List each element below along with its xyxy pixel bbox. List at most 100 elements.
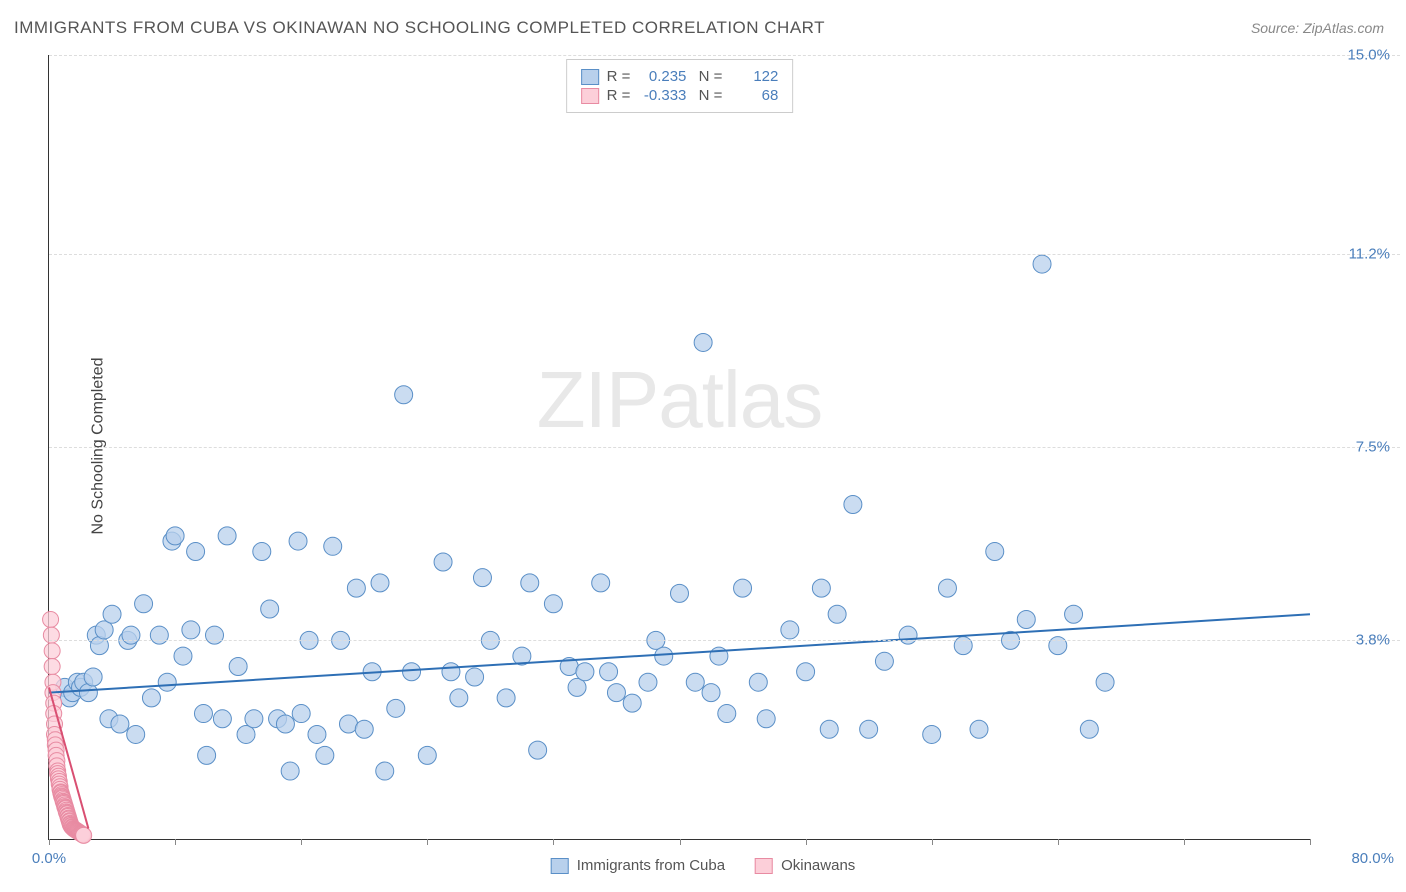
x-tick-label: 80.0% [1351,850,1394,867]
data-point [253,543,271,561]
data-point [718,705,736,723]
data-point [135,595,153,613]
data-point [734,579,752,597]
data-point [281,762,299,780]
x-tick [553,839,554,845]
data-point [187,543,205,561]
data-point [600,663,618,681]
y-tick-label: 11.2% [1349,245,1390,262]
data-point [158,673,176,691]
chart-title: IMMIGRANTS FROM CUBA VS OKINAWAN NO SCHO… [14,18,825,38]
data-point [592,574,610,592]
data-point [970,720,988,738]
data-point [899,626,917,644]
data-point [111,715,129,733]
x-tick [680,839,681,845]
x-tick [1310,839,1311,845]
data-point [568,678,586,696]
gridline [49,447,1400,448]
data-point [781,621,799,639]
data-point [450,689,468,707]
data-point [206,626,224,644]
y-tick-label: 15.0% [1347,47,1390,64]
data-point [292,705,310,723]
x-tick [932,839,933,845]
bottom-legend: Immigrants from Cuba Okinawans [551,857,856,874]
y-tick-label: 3.8% [1356,632,1390,649]
gridline [49,254,1400,255]
data-point [122,626,140,644]
data-point [521,574,539,592]
data-point [276,715,294,733]
legend-item-cuba: Immigrants from Cuba [551,857,725,874]
data-point [1096,673,1114,691]
data-point [418,746,436,764]
data-point [339,715,357,733]
data-point [576,663,594,681]
data-point [324,537,342,555]
data-point [797,663,815,681]
data-point [347,579,365,597]
data-point [403,663,421,681]
legend-item-okinawa: Okinawans [755,857,855,874]
data-point [639,673,657,691]
x-tick [49,839,50,845]
data-point [757,710,775,728]
data-point [213,710,231,728]
source-attribution: Source: ZipAtlas.com [1251,20,1384,36]
data-point [702,684,720,702]
data-point [387,699,405,717]
data-point [44,643,60,659]
data-point [954,637,972,655]
data-point [923,725,941,743]
data-point [686,673,704,691]
legend-label-okinawa: Okinawans [781,857,855,874]
data-point [1080,720,1098,738]
data-point [1065,605,1083,623]
data-point [671,584,689,602]
data-point [198,746,216,764]
data-point [623,694,641,712]
data-point [194,705,212,723]
data-point [529,741,547,759]
data-point [76,827,92,843]
data-point [43,611,59,627]
data-point [395,386,413,404]
data-point [142,689,160,707]
data-point [355,720,373,738]
data-point [749,673,767,691]
data-point [1049,637,1067,655]
data-point [655,647,673,665]
data-point [828,605,846,623]
x-tick [427,839,428,845]
data-point [938,579,956,597]
data-point [473,569,491,587]
data-point [308,725,326,743]
data-point [127,725,145,743]
data-point [860,720,878,738]
data-point [174,647,192,665]
trend-line [49,614,1310,692]
x-tick [1058,839,1059,845]
data-point [182,621,200,639]
data-point [229,658,247,676]
data-point [544,595,562,613]
y-tick-label: 7.5% [1356,439,1390,456]
data-point [79,684,97,702]
chart-plot-area: ZIPatlas R = 0.235 N = 122 R = -0.333 N … [48,55,1310,840]
data-point [84,668,102,686]
data-point [289,532,307,550]
data-point [820,720,838,738]
x-tick [1184,839,1185,845]
data-point [442,663,460,681]
x-tick-label: 0.0% [32,850,66,867]
gridline [49,640,1400,641]
data-point [90,637,108,655]
data-point [497,689,515,707]
x-tick [301,839,302,845]
data-point [875,652,893,670]
data-point [434,553,452,571]
data-point [245,710,263,728]
data-point [812,579,830,597]
data-point [103,605,121,623]
